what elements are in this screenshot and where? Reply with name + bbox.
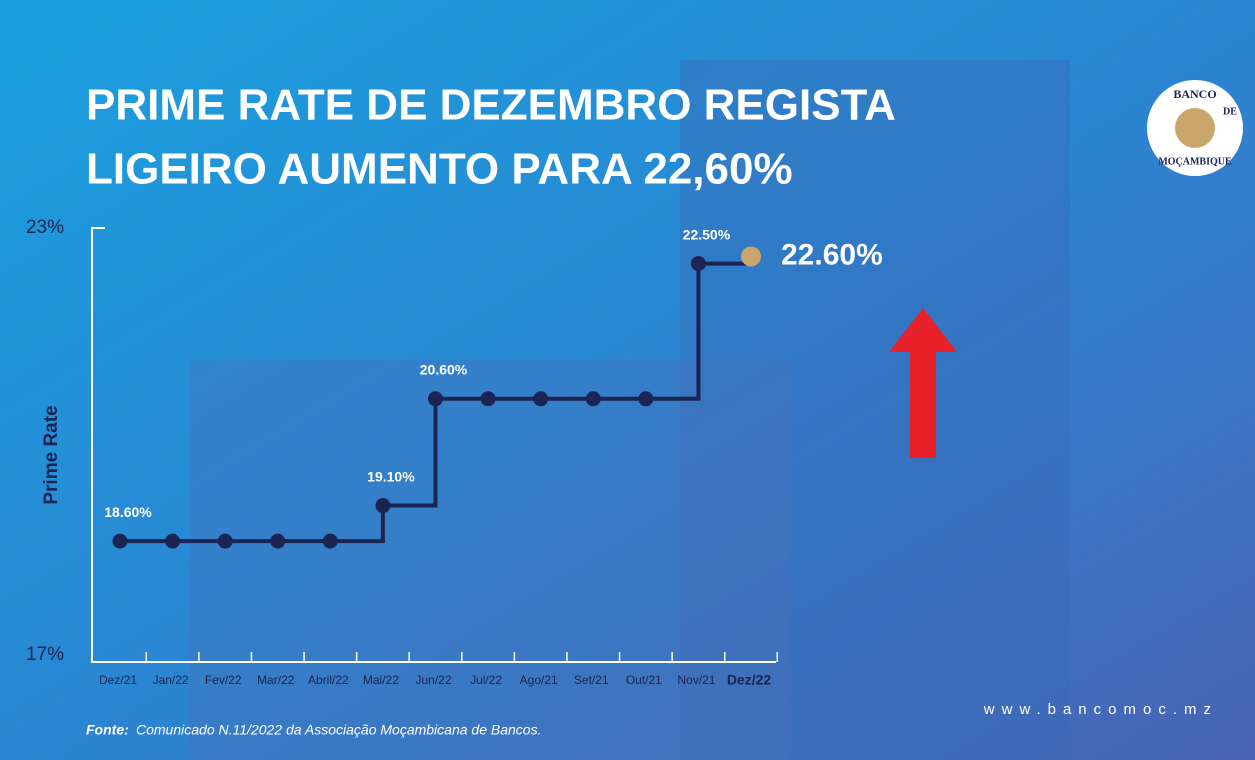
point (638, 391, 654, 407)
x-tick-label: Dez/22 (727, 672, 772, 688)
title-line: LIGEIRO AUMENTO PARA 22,60% (86, 145, 793, 194)
x-tick-label: Abril/22 (308, 673, 349, 687)
point (217, 533, 233, 549)
logo-text: MOÇAMBIQUE (1158, 156, 1232, 167)
source-label: Fonte: (86, 722, 129, 738)
x-tick-label: Out/21 (626, 673, 662, 687)
value-label: 22.60% (781, 238, 883, 271)
x-tick-label: Fev/22 (205, 673, 242, 687)
title-line: PRIME RATE DE DEZEMBRO REGISTA (86, 81, 896, 130)
website: www.bancomoc.mz (983, 701, 1218, 718)
logo-emblem (1175, 108, 1215, 148)
x-tick-label: Dez/21 (99, 673, 137, 687)
y-axis-label: Prime Rate (41, 405, 62, 504)
x-tick-label: Nov/21 (677, 673, 715, 687)
step-line (382, 398, 438, 508)
y-tick-label: 17% (26, 644, 64, 665)
point (690, 256, 706, 272)
x-tick-label: Jan/22 (153, 673, 189, 687)
point (375, 498, 391, 514)
point (270, 533, 286, 549)
x-tick-label: Jul/22 (470, 673, 502, 687)
value-label: 19.10% (367, 468, 415, 484)
y-tick-label: 23% (26, 217, 64, 238)
point (428, 391, 443, 407)
x-tick-label: Mar/22 (257, 673, 295, 687)
step-line (645, 263, 701, 401)
x-tick-label: Set/21 (574, 673, 609, 687)
point (585, 391, 601, 407)
point (533, 391, 549, 407)
logo: BANCO DE MOÇAMBIQUE (1147, 80, 1243, 176)
point (480, 391, 496, 407)
step-line (330, 505, 385, 544)
point (112, 533, 128, 549)
building (680, 60, 1070, 760)
value-label: 20.60% (420, 362, 468, 378)
value-label: 22.50% (683, 226, 731, 242)
source: Comunicado N.11/2022 da Associação Moçam… (136, 722, 541, 738)
point (322, 533, 338, 549)
logo-text: DE (1223, 106, 1237, 117)
point (165, 533, 181, 549)
x-tick-label: Mai/22 (363, 673, 399, 687)
x-tick-label: Ago/21 (520, 673, 558, 687)
logo-text: BANCO (1173, 87, 1216, 101)
value-label: 18.60% (104, 504, 152, 520)
axis (91, 227, 776, 663)
building (190, 360, 790, 760)
point (741, 246, 761, 267)
arrow-up (889, 308, 957, 458)
x-tick-label: Jun/22 (415, 673, 451, 687)
